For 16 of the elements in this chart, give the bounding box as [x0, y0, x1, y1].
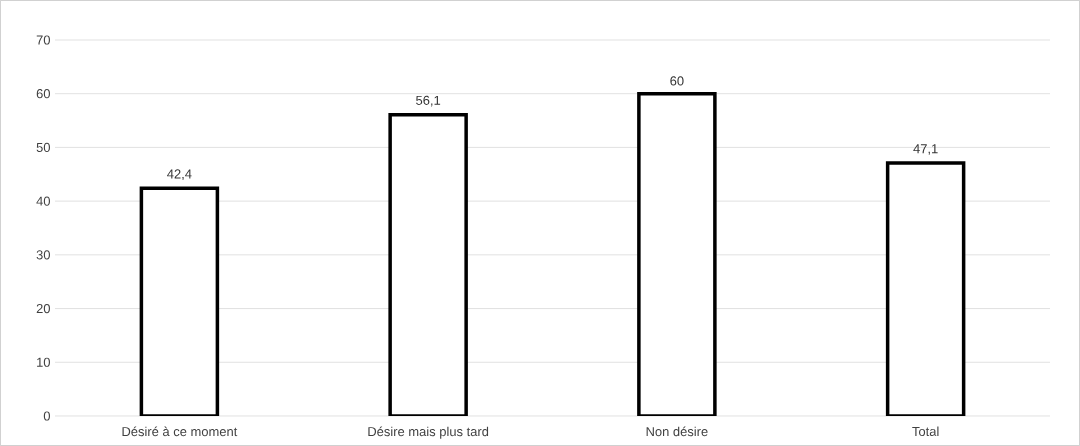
- y-tick-label: 70: [36, 35, 50, 45]
- x-tick-label: Non désire: [646, 426, 708, 437]
- y-tick-label: 50: [36, 142, 50, 152]
- data-label: 56,1: [416, 95, 441, 107]
- x-tick-label: Total: [912, 426, 939, 437]
- data-label: 60: [670, 76, 684, 86]
- x-tick-label: Désiré à ce moment: [122, 426, 238, 437]
- y-tick-label: 20: [36, 303, 50, 314]
- y-tick-label: 30: [36, 250, 50, 260]
- y-tick-label: 60: [36, 89, 50, 99]
- data-label: 47,1: [913, 144, 938, 155]
- y-tick-label: 40: [36, 196, 50, 206]
- y-tick-label: 0: [43, 411, 50, 421]
- y-tick-label: 10: [37, 357, 50, 367]
- x-tick-label: Désire mais plus tard: [368, 426, 489, 439]
- data-label: 42,4: [167, 169, 192, 181]
